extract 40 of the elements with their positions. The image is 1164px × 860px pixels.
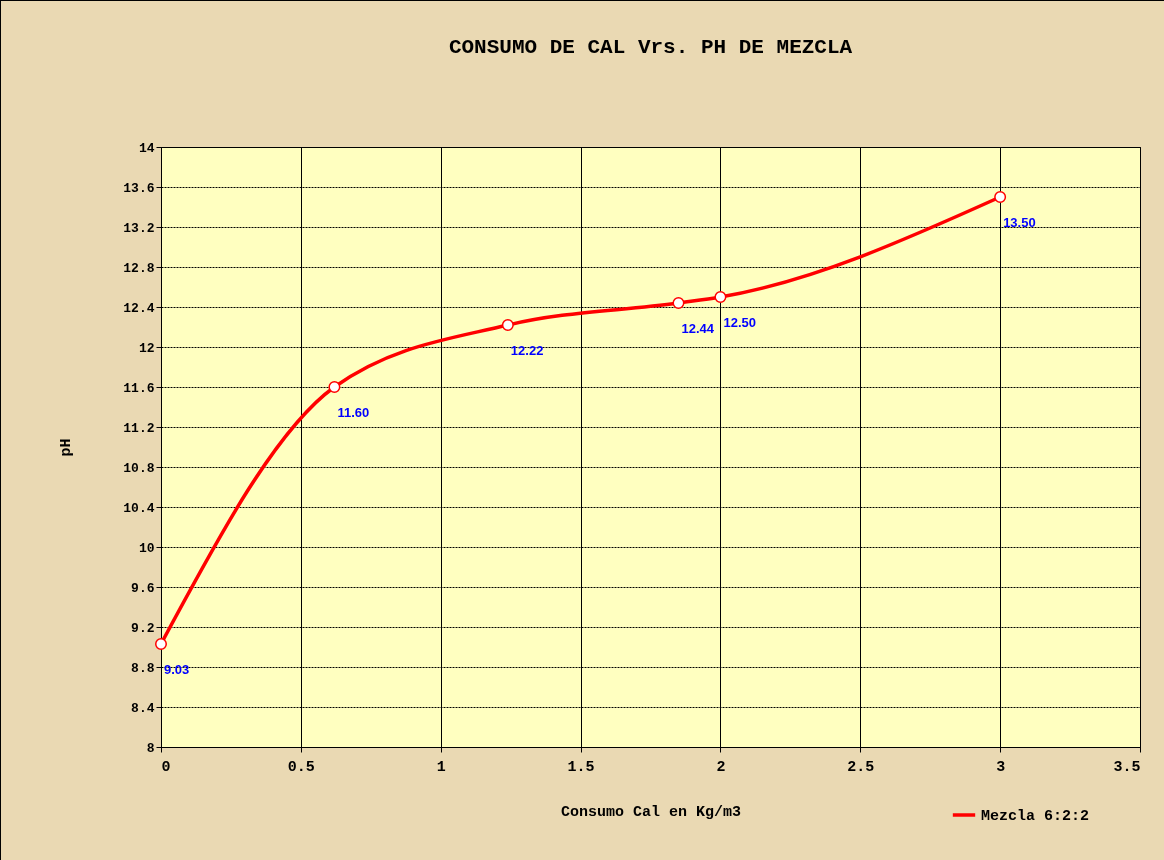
x-tick-label: 3 <box>996 758 1006 776</box>
y-tick-label: 12.8 <box>123 260 155 276</box>
text: 9.03 <box>164 662 190 677</box>
point <box>714 291 727 303</box>
y-tick-label: 13.6 <box>123 180 155 196</box>
y-tick-label: 9.2 <box>131 620 155 636</box>
y-tick-label: 13.2 <box>123 220 155 236</box>
y-tick-label: 9.6 <box>131 580 155 596</box>
x-tick-label: 1 <box>436 758 446 776</box>
text: 12.22 <box>510 343 544 358</box>
legend-label: Mezcla 6:2:2 <box>981 808 1090 825</box>
y-tick-label: 12 <box>138 340 155 356</box>
x-tick-label: 2.5 <box>847 758 875 776</box>
y-tick-label: 14 <box>138 140 155 156</box>
y-tick-label: 11.6 <box>123 380 155 396</box>
point <box>328 381 341 393</box>
text: 11.60 <box>337 405 370 420</box>
x-tick-label: 1.5 <box>567 758 595 776</box>
x-tick-label: 0 <box>161 758 171 776</box>
point <box>672 297 685 309</box>
y-tick-label: 8.4 <box>131 700 155 716</box>
x-tick-label: 0.5 <box>287 758 315 776</box>
chart-title: CONSUMO DE CAL Vrs. PH DE MEZCLA <box>448 36 853 59</box>
x-tick-label: 2 <box>716 758 726 776</box>
y-tick-label: 10.4 <box>123 500 155 516</box>
text: 12.50 <box>723 315 756 330</box>
y-tick-label: 8 <box>146 740 155 756</box>
y-tick-label: 8.8 <box>131 660 155 676</box>
point <box>994 191 1007 203</box>
y-tick-label: 10.8 <box>123 460 155 476</box>
text: 12.44 <box>681 321 715 336</box>
y-tick-label: 10 <box>138 540 155 556</box>
text: 13.50 <box>1003 215 1036 230</box>
x-tick-label: 3.5 <box>1113 758 1141 776</box>
y-tick-label: 11.2 <box>123 420 155 436</box>
y-axis-title: pH <box>58 438 76 457</box>
y-tick-label: 12.4 <box>123 300 155 316</box>
point <box>501 319 514 331</box>
x-axis-title: Consumo Cal en Kg/m3 <box>560 803 742 821</box>
point <box>155 638 167 650</box>
